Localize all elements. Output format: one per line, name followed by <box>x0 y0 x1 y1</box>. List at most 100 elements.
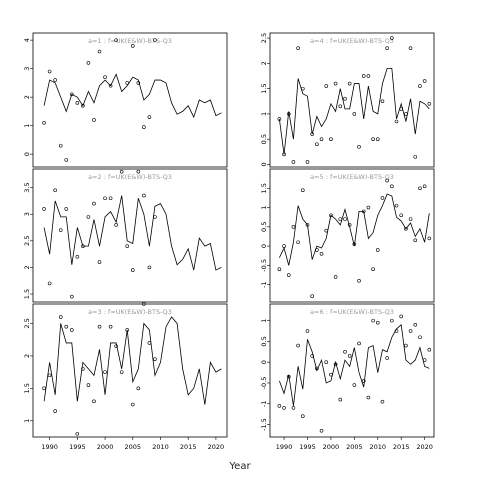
data-point <box>81 103 85 108</box>
y-tick-label: -0.5 <box>260 259 268 272</box>
data-point <box>92 118 96 122</box>
data-point <box>404 226 408 231</box>
y-tick-label: 4 <box>23 38 31 42</box>
data-point <box>125 328 130 332</box>
y-tick-label: 0 <box>260 244 268 248</box>
chart-panel-5: a=3 : f=UK(E&W)-BTS-Q3 1 1.5 2 2.5 1990 1995 20… <box>23 302 228 451</box>
data-point <box>64 207 69 211</box>
data-point <box>58 315 63 319</box>
data-point <box>282 152 286 157</box>
data-point <box>338 397 343 402</box>
y-tick-label: 2 <box>260 61 268 65</box>
data-point <box>70 92 74 97</box>
data-point <box>404 343 408 348</box>
data-point <box>130 44 135 48</box>
data-point <box>352 242 357 246</box>
data-point <box>296 240 300 245</box>
data-point <box>338 104 343 109</box>
data-point <box>92 201 96 206</box>
y-tick-label: -0.5 <box>260 377 268 390</box>
data-point <box>324 228 329 233</box>
x-tick-label: 2010 <box>152 443 169 451</box>
data-point <box>333 81 338 86</box>
data-point <box>310 294 314 299</box>
data-point <box>427 236 432 241</box>
data-point <box>324 84 329 88</box>
y-tick-label: 2 <box>23 95 31 99</box>
chart-panel-6: a=6 : f=UK(E&W)-BTS-Q3 -1.5 -1 -0.5 0 0.5 1 199… <box>260 303 435 451</box>
data-point <box>390 36 394 40</box>
data-point <box>305 160 310 164</box>
data-point <box>296 343 300 348</box>
data-point <box>408 46 413 50</box>
data-point <box>338 217 343 221</box>
panel-title: a=3 : f=UK(E&W)-BTS-Q3 <box>88 308 172 316</box>
data-point <box>75 101 80 105</box>
x-tick-label: 2020 <box>208 443 225 451</box>
data-point <box>385 46 389 50</box>
x-tick-label: 2015 <box>180 443 197 451</box>
data-point <box>125 244 130 248</box>
data-point <box>75 254 80 259</box>
data-point <box>42 386 46 391</box>
y-tick-label: 0.5 <box>260 336 268 346</box>
data-point <box>277 404 282 408</box>
y-tick-label: 0 <box>260 162 268 166</box>
data-point <box>103 75 107 79</box>
panel-frame <box>269 168 435 303</box>
data-point <box>130 402 135 407</box>
data-point <box>399 314 404 319</box>
data-point <box>108 83 113 88</box>
data-point <box>81 244 85 248</box>
data-point <box>114 38 118 42</box>
y-tick-label: 0.5 <box>260 222 268 232</box>
data-point <box>413 155 418 159</box>
y-tick-label: 1 <box>23 419 31 423</box>
y-tick-label: 2.5 <box>23 236 31 246</box>
data-point <box>366 74 371 78</box>
data-point <box>97 49 102 54</box>
chart-panel-1: a=1 : f=UK(E&W)-BTS-Q3 0 1 2 3 4 <box>23 32 228 168</box>
y-tick-label: 1.5 <box>260 183 268 193</box>
y-tick-label: 2.5 <box>260 33 268 43</box>
data-point <box>408 329 413 333</box>
data-point <box>300 86 305 91</box>
data-point <box>347 223 352 227</box>
data-point <box>64 324 69 329</box>
data-point <box>333 362 338 367</box>
data-point <box>136 386 141 391</box>
panel-frame <box>32 303 228 438</box>
data-point <box>361 379 366 383</box>
data-point <box>347 81 352 86</box>
y-tick-label: 1 <box>260 112 268 116</box>
data-point <box>385 178 389 183</box>
data-point <box>361 74 366 78</box>
y-tick-label: 1 <box>260 319 268 323</box>
panel-title: a=6 : f=UK(E&W)-BTS-Q3 <box>310 308 394 316</box>
data-point <box>277 117 282 121</box>
series-line <box>43 73 222 119</box>
data-point <box>147 115 152 119</box>
data-point <box>114 344 118 348</box>
data-point <box>422 184 427 189</box>
data-point <box>53 409 57 413</box>
data-point <box>47 281 52 286</box>
data-point <box>329 213 333 218</box>
data-point <box>413 322 418 327</box>
data-point <box>286 112 291 116</box>
chart-panel-4: a=5 : f=UK(E&W)-BTS-Q3 -1 -0.5 0 0.5 1 1.5 <box>260 168 435 303</box>
data-point <box>300 188 305 193</box>
data-point <box>114 223 118 227</box>
y-tick-label: 1 <box>260 205 268 209</box>
x-tick-label: 1995 <box>299 443 316 451</box>
series-line <box>278 323 430 406</box>
data-point <box>352 112 357 116</box>
data-point <box>47 373 52 378</box>
data-point <box>380 399 385 404</box>
data-point <box>390 184 394 189</box>
y-tick-label: 2 <box>23 265 31 269</box>
chart-panel-3: a=2 : f=UK(E&W)-BTS-Q3 1.5 2 2.5 3 3.5 <box>23 168 228 303</box>
x-tick-label: 2010 <box>369 443 386 451</box>
data-point <box>418 186 422 191</box>
